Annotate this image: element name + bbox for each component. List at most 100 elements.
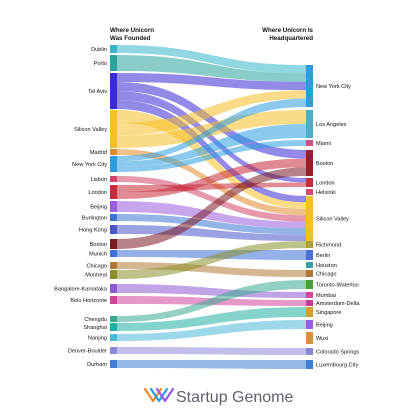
left-node-label-hong-kong: Hong Kong <box>79 228 107 234</box>
left-node-label-denver-boulder: Denver-Boulder <box>68 349 107 355</box>
left-node-tel-aviv <box>110 73 117 109</box>
right-node-berlin <box>306 250 313 260</box>
left-node-label-munich: Munich <box>89 252 107 258</box>
left-node-label-dublin: Dublin <box>91 47 107 53</box>
left-node-label-bangalore-karnataka: Bangalore-Karnataka <box>54 287 108 293</box>
flow-lisbon-to-silicon-valley <box>117 176 306 222</box>
flow-bangalore-karnataka-to-mumbai <box>117 284 306 298</box>
left-node-madrid <box>110 149 117 155</box>
right-node-label-singapore: Singapore <box>316 310 342 316</box>
right-node-label-silicon-valley: Silicon Valley <box>316 217 349 223</box>
left-node-boston <box>110 239 117 249</box>
nodes <box>110 45 313 369</box>
left-node-belo-horizonte <box>110 296 117 304</box>
left-node-label-nanjing: Nanjing <box>88 336 107 342</box>
right-node-amsterdam-delta <box>306 300 313 306</box>
left-node-london <box>110 185 117 199</box>
right-node-richmond <box>306 241 313 248</box>
flow-beijing-to-silicon-valley <box>117 201 306 229</box>
right-node-helsinki <box>306 189 313 195</box>
right-node-label-new-york-city: New York City <box>316 84 351 90</box>
right-node-label-boston: Boston <box>316 161 333 167</box>
right-node-label-mumbai: Mumbai <box>316 293 336 299</box>
left-node-shanghai <box>110 323 117 331</box>
flow-london-to-london <box>117 182 306 192</box>
flow-durham-to-luxembourg-city <box>117 360 306 369</box>
right-node-boston <box>306 150 313 176</box>
right-node-beijing <box>306 320 313 329</box>
left-node-label-porto: Porto <box>94 61 107 67</box>
right-node-label-beijing: Beijing <box>316 323 333 329</box>
right-node-label-toronto-waterloo: Toronto-Waterloo <box>316 283 359 289</box>
left-node-burlington <box>110 214 117 221</box>
left-node-durham <box>110 360 117 368</box>
flow-silicon-valley-to-silicon-valley <box>117 110 306 209</box>
right-node-label-helsinki: Helsinki <box>316 190 336 196</box>
flow-dublin-to-new-york-city <box>117 45 306 74</box>
left-node-label-lisbon: Lisbon <box>91 177 107 183</box>
right-node-label-london: London <box>316 181 335 187</box>
left-node-label-montreal: Montreal <box>85 273 107 279</box>
left-node-label-new-york-city: New York City <box>72 162 107 168</box>
left-node-label-chengdu: Chengdu <box>84 317 107 323</box>
flow-montreal-to-richmond <box>117 241 306 279</box>
left-node-label-chicago: Chicago <box>86 264 107 270</box>
flow-london-to-boston <box>117 158 306 199</box>
left-node-new-york-city <box>110 156 117 172</box>
left-node-nanjing <box>110 334 117 341</box>
left-node-label-burlington: Burlington <box>82 216 107 222</box>
left-node-chicago <box>110 262 117 269</box>
right-header-line-1: Where Unicorn Is <box>262 27 313 34</box>
left-node-lisbon <box>110 176 117 182</box>
flow-new-york-city-to-miami <box>117 140 306 172</box>
left-node-label-beijing: Beijing <box>90 205 107 211</box>
right-node-label-wuxi: Wuxi <box>316 336 328 342</box>
right-node-mumbai <box>306 292 313 298</box>
flows <box>117 45 306 369</box>
right-node-singapore <box>306 307 313 317</box>
left-node-label-boston: Boston <box>90 242 107 248</box>
flow-chengdu-to-toronto-waterloo <box>117 280 306 322</box>
left-node-beijing <box>110 201 117 212</box>
right-node-toronto-waterloo <box>306 280 313 289</box>
flow-silicon-valley-to-new-york-city <box>117 90 306 136</box>
left-header-line-1: Where Unicorn <box>110 27 154 34</box>
flow-nanjing-to-beijing <box>117 320 306 341</box>
right-node-luxembourg-city <box>306 360 313 369</box>
right-node-houston <box>306 262 313 268</box>
left-node-label-madrid: Madrid <box>90 150 107 156</box>
left-node-dublin <box>110 45 117 53</box>
left-node-hong-kong <box>110 225 117 234</box>
flow-new-york-city-to-los-angeles <box>117 124 306 167</box>
left-node-silicon-valley <box>110 110 117 148</box>
right-node-label-los-angeles: Los Angeles <box>316 122 347 128</box>
left-node-label-tel-aviv: Tel Aviv <box>88 89 107 95</box>
right-node-label-luxembourg-city: Luxembourg City <box>316 363 358 369</box>
left-node-chengdu <box>110 316 117 322</box>
right-node-chicago <box>306 270 313 277</box>
left-node-label-durham: Durham <box>87 362 107 368</box>
flow-denver-boulder-to-colorado-springs <box>117 347 306 355</box>
right-node-new-york-city <box>306 65 313 107</box>
right-node-label-amsterdam-delta: Amsterdam-Delta <box>316 301 360 307</box>
flow-hong-kong-to-silicon-valley <box>117 225 306 241</box>
right-node-label-colorado-springs: Colorado Springs <box>316 350 359 356</box>
flow-new-york-city-to-new-york-city <box>117 98 306 162</box>
left-node-porto <box>110 55 117 71</box>
right-node-label-houston: Houston <box>316 263 337 269</box>
flow-tel-aviv-to-boston <box>117 82 306 159</box>
right-node-silicon-valley <box>306 196 313 241</box>
right-node-london <box>306 178 313 187</box>
flow-tel-aviv-to-london <box>117 91 306 183</box>
brand-name: Startup Genome <box>176 389 294 406</box>
left-node-label-london: London <box>88 190 107 196</box>
left-node-bangalore-karnataka <box>110 284 117 293</box>
left-node-munich <box>110 250 117 257</box>
left-header-line-2: Was Founded <box>110 35 151 42</box>
flow-munich-to-berlin <box>117 250 306 260</box>
flow-chicago-to-chicago <box>117 262 306 277</box>
left-node-label-silicon-valley: Silicon Valley <box>74 127 107 133</box>
right-node-los-angeles <box>306 110 313 138</box>
